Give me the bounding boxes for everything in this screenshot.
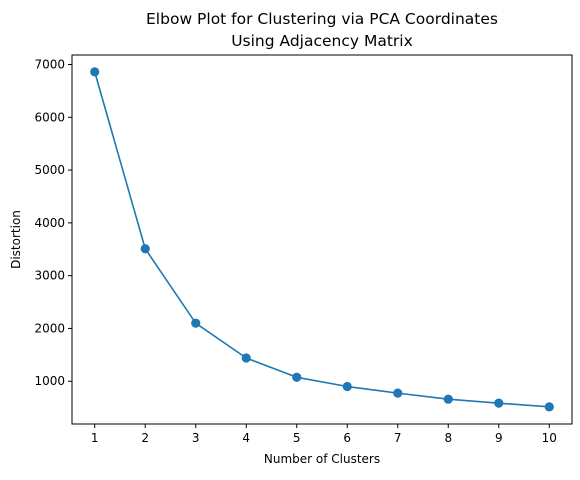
data-point (342, 381, 352, 392)
data-point (140, 244, 150, 254)
x-tick-label: 8 (444, 431, 452, 445)
data-point (292, 372, 302, 382)
y-tick-label: 1000 (34, 374, 65, 388)
x-tick-label: 5 (293, 431, 301, 445)
y-axis-ticks: 1000 2000 3000 4000 5000 6000 7000 (34, 58, 72, 388)
y-tick-label: 3000 (34, 269, 65, 283)
y-tick-label: 7000 (34, 58, 65, 72)
data-point (494, 398, 504, 408)
data-point (443, 394, 453, 404)
series-line (93, 71, 550, 408)
x-tick-label: 6 (343, 431, 351, 445)
chart-title-line2: Using Adjacency Matrix (231, 32, 413, 50)
series-layer (90, 67, 554, 412)
x-tick-label: 4 (242, 431, 250, 445)
x-tick-label: 3 (192, 431, 200, 445)
data-point (90, 67, 100, 77)
x-tick-label: 7 (394, 431, 402, 445)
y-tick-label: 5000 (34, 163, 65, 177)
y-axis-label: Distortion (9, 210, 23, 269)
data-point (241, 353, 251, 363)
data-point (544, 402, 554, 412)
data-point (191, 318, 201, 328)
x-axis-ticks: 1 2 3 4 5 6 7 8 9 10 (91, 424, 557, 445)
chart-title-line1: Elbow Plot for Clustering via PCA Coordi… (146, 10, 498, 28)
x-tick-label: 1 (91, 431, 99, 445)
x-axis-label: Number of Clusters (264, 452, 380, 466)
x-tick-label: 10 (542, 431, 557, 445)
y-tick-label: 4000 (34, 216, 65, 230)
plot-area-frame (71, 54, 573, 425)
x-tick-label: 2 (141, 431, 149, 445)
x-tick-label: 9 (495, 431, 503, 445)
data-point (393, 388, 403, 398)
y-tick-label: 6000 (34, 110, 65, 124)
y-tick-label: 2000 (34, 321, 65, 335)
